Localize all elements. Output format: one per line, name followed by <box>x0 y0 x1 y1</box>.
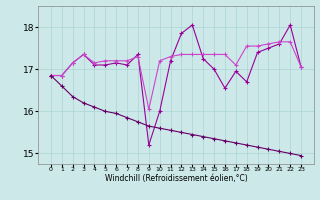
X-axis label: Windchill (Refroidissement éolien,°C): Windchill (Refroidissement éolien,°C) <box>105 174 247 183</box>
